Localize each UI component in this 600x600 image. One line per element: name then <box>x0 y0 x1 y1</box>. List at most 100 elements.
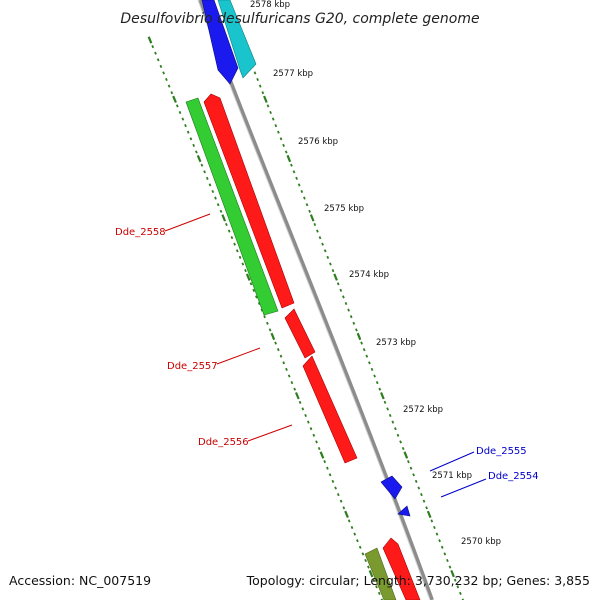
tick-mark-outer <box>266 104 270 108</box>
tick-mark-inner <box>375 585 378 589</box>
tick-mark-inner <box>216 203 220 207</box>
tick-mark-inner <box>195 150 198 154</box>
tick-mark-outer <box>420 493 423 497</box>
tick-mark-outer <box>407 460 410 464</box>
tick-mark-inner <box>266 321 269 325</box>
gene-label-dde-2557[interactable]: Dde_2557 <box>167 361 218 372</box>
kbp-label: 2575 kbp <box>324 204 364 214</box>
topology-text: Topology: circular; Length: 3,730,232 bp… <box>246 573 590 588</box>
tick-mark-outer <box>308 209 311 213</box>
tick-mark-outer <box>403 451 409 459</box>
tick-mark-outer <box>321 242 324 246</box>
tick-mark-inner <box>361 552 365 556</box>
tick-mark-inner <box>233 242 236 246</box>
tick-mark-outer <box>450 569 455 578</box>
tick-mark-inner <box>156 58 160 62</box>
tick-mark-inner <box>230 236 234 240</box>
tick-mark-outer <box>401 446 405 451</box>
tick-mark-inner <box>257 301 261 306</box>
tick-mark-outer <box>284 150 288 154</box>
leader-line-dde-2556 <box>247 424 293 442</box>
tick-mark-inner <box>244 269 247 273</box>
tick-mark-inner <box>312 433 316 437</box>
tick-mark-outer <box>375 381 379 385</box>
tick-mark-inner <box>205 176 209 180</box>
tick-mark-inner <box>279 354 283 358</box>
tick-mark-outer <box>435 532 439 536</box>
tick-mark-outer <box>391 420 395 424</box>
tick-mark-inner <box>225 222 228 227</box>
gene-bar-green-dde-2558[interactable] <box>185 97 279 316</box>
tick-mark-outer <box>292 170 296 174</box>
tick-mark-inner <box>356 539 359 543</box>
tick-mark-inner <box>147 36 153 44</box>
tick-mark-inner <box>372 578 376 582</box>
outer-tick-track <box>239 36 464 600</box>
tick-mark-inner <box>368 569 374 578</box>
kbp-scale-labels: 2578 kbp 2577 kbp 2576 kbp 2575 kbp 2574… <box>250 0 501 547</box>
gene-arrow-cyan-top[interactable] <box>217 0 257 79</box>
tick-mark-inner <box>309 427 313 431</box>
tick-mark-inner <box>301 407 305 411</box>
tick-mark-outer <box>409 466 413 470</box>
tick-mark-inner <box>238 255 242 259</box>
gene-label-dde-2556[interactable]: Dde_2556 <box>198 437 249 448</box>
tick-mark-outer <box>386 407 389 411</box>
gene-arrow-blue-top[interactable] <box>201 0 239 85</box>
tick-mark-outer <box>433 525 436 530</box>
tick-mark-inner <box>211 189 215 194</box>
tick-mark-outer <box>333 273 338 281</box>
tick-mark-inner <box>276 348 280 352</box>
tick-mark-inner <box>268 328 272 332</box>
tick-mark-inner <box>328 473 332 477</box>
tick-mark-outer <box>430 519 434 523</box>
kbp-label: 2573 kbp <box>376 338 416 348</box>
gene-label-dde-2554[interactable]: Dde_2554 <box>488 471 539 482</box>
gene-arrow-blue-dde-2555[interactable] <box>380 475 403 500</box>
tick-mark-outer <box>253 71 257 75</box>
kbp-label: 2576 kbp <box>298 137 338 147</box>
tick-mark-outer <box>329 262 332 266</box>
tick-mark-inner <box>184 124 187 128</box>
tick-mark-inner <box>326 466 329 470</box>
tick-mark-inner <box>203 170 206 174</box>
tick-mark-outer <box>453 578 457 582</box>
tick-mark-outer <box>305 203 309 207</box>
map-title: Desulfovibrio desulfuricans G20, complet… <box>120 11 479 27</box>
gene-arrow-red-dde-2556[interactable] <box>302 355 358 464</box>
gene-arrow-red-dde-2557[interactable] <box>284 308 316 359</box>
tick-mark-inner <box>290 381 294 385</box>
tick-mark-outer <box>339 288 343 292</box>
tick-mark-inner <box>167 84 171 88</box>
gene-arrow-red-bottom[interactable] <box>382 537 421 600</box>
tick-mark-outer <box>342 295 345 299</box>
tick-mark-inner <box>252 288 256 292</box>
tick-mark-inner <box>319 451 325 459</box>
gene-arrow-blue-dde-2554[interactable] <box>397 505 411 517</box>
gene-label-dde-2558[interactable]: Dde_2558 <box>115 227 166 238</box>
tick-mark-outer <box>394 427 397 431</box>
gene-label-dde-2555[interactable]: Dde_2555 <box>476 446 527 457</box>
tick-mark-outer <box>282 143 285 147</box>
tick-mark-inner <box>377 591 381 595</box>
tick-mark-outer <box>336 282 340 286</box>
tick-mark-inner <box>270 332 276 341</box>
tick-mark-outer <box>446 558 449 563</box>
tick-mark-inner <box>235 249 239 253</box>
tick-mark-outer <box>414 479 418 483</box>
tick-mark-inner <box>219 209 223 213</box>
tick-mark-inner <box>189 137 193 141</box>
tick-mark-inner <box>200 163 204 167</box>
gene-bar-olive-bottom[interactable] <box>364 547 397 600</box>
tick-mark-outer <box>425 506 428 510</box>
tick-mark-outer <box>344 301 348 306</box>
gene-track <box>185 0 421 600</box>
tick-mark-inner <box>285 367 288 371</box>
tick-mark-inner <box>331 479 335 483</box>
tick-mark-outer <box>295 176 298 180</box>
tick-mark-inner <box>274 341 277 345</box>
tick-mark-outer <box>326 255 330 259</box>
gene-arrow-red-1[interactable] <box>203 93 295 309</box>
tick-mark-outer <box>396 433 400 437</box>
